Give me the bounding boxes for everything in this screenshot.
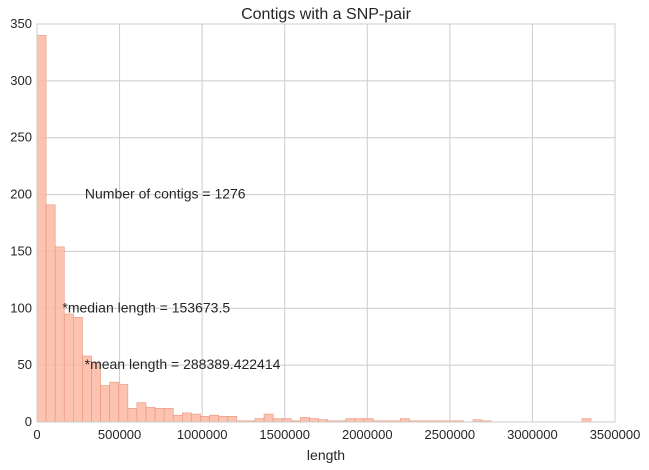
histogram-bar xyxy=(191,413,201,423)
x-tick-label: 3500000 xyxy=(590,427,641,442)
y-tick-label: 350 xyxy=(10,16,32,31)
y-tick-label: 150 xyxy=(10,243,32,258)
histogram-bar xyxy=(54,246,65,423)
grid-lines xyxy=(37,24,615,422)
histogram-bar xyxy=(63,313,74,423)
histogram-bar xyxy=(300,417,310,423)
x-tick-label: 500000 xyxy=(98,427,141,442)
x-axis-label: length xyxy=(307,447,345,463)
x-tick-label: 2500000 xyxy=(425,427,476,442)
histogram-bars xyxy=(36,35,592,423)
x-tick-label: 3000000 xyxy=(507,427,558,442)
annotation-text: Number of contigs = 1276 xyxy=(85,186,246,202)
histogram-bar xyxy=(154,408,165,423)
histogram-bar xyxy=(145,406,156,423)
y-tick-label: 200 xyxy=(10,187,32,202)
x-tick-label: 2000000 xyxy=(342,427,393,442)
x-tick-label: 1000000 xyxy=(177,427,228,442)
histogram-bar xyxy=(345,418,356,423)
chart-title: Contigs with a SNP-pair xyxy=(241,6,412,23)
histogram-bar xyxy=(118,384,129,423)
y-tick-label: 250 xyxy=(10,130,32,145)
histogram-bar xyxy=(100,385,110,423)
histogram-bar xyxy=(218,416,229,423)
y-tick-label: 0 xyxy=(25,414,32,429)
histogram-bar xyxy=(73,317,83,423)
histogram-bar xyxy=(272,418,283,423)
histogram-bar xyxy=(309,418,319,423)
histogram-bar xyxy=(136,402,147,423)
histogram-bar xyxy=(281,418,292,423)
histogram-bar xyxy=(45,204,56,423)
histogram-bar xyxy=(400,418,410,423)
histogram-bar xyxy=(227,416,238,423)
y-tick-labels: 0 50 100 150 200 250 300 350 xyxy=(10,16,32,429)
plot-frame xyxy=(36,23,616,423)
histogram-bar xyxy=(363,418,374,423)
annotation-text: *mean length = 288389.422414 xyxy=(85,356,281,372)
y-tick-label: 50 xyxy=(18,357,32,372)
histogram-bar xyxy=(209,414,219,423)
x-tick-label: 1500000 xyxy=(259,427,310,442)
histogram-bar xyxy=(263,413,274,423)
histogram-bar xyxy=(200,416,210,423)
histogram-bar xyxy=(254,418,265,423)
y-tick-label: 100 xyxy=(10,300,32,315)
histogram-bar xyxy=(172,414,183,423)
x-tick-label: 0 xyxy=(33,427,40,442)
plot-area xyxy=(37,24,615,422)
histogram-bar xyxy=(109,381,120,423)
histogram-bar xyxy=(36,35,47,423)
y-tick-label: 300 xyxy=(10,73,32,88)
histogram-bar xyxy=(127,408,138,423)
histogram-bar xyxy=(354,418,365,423)
x-tick-labels: 0 500000 1000000 1500000 2000000 2500000 30000… xyxy=(33,427,640,442)
histogram-bar xyxy=(182,412,192,423)
histogram-bar xyxy=(163,408,174,423)
annotation-text: *median length = 153673.5 xyxy=(62,299,230,315)
histogram-bar xyxy=(581,418,592,423)
annotations: Number of contigs = 1276 *median length =… xyxy=(62,186,280,373)
